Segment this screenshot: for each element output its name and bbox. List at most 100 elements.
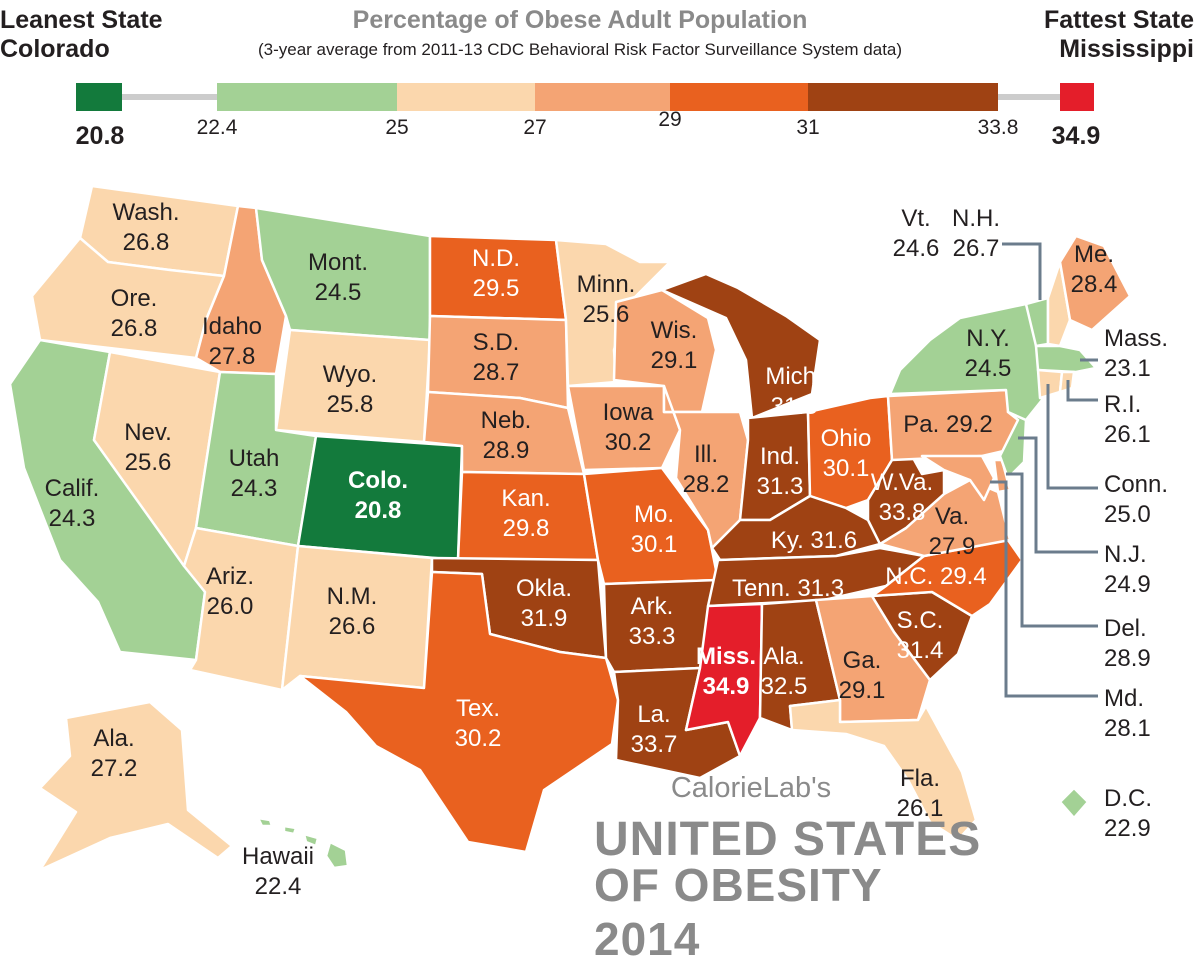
state-new-hampshire — [1046, 260, 1072, 348]
leader-line-nj — [1018, 436, 1098, 554]
scale-swatch-bin5 — [808, 83, 998, 111]
fattest-state-name: Mississippi — [1059, 35, 1194, 63]
state-label-utah: Utah 24.3 — [229, 445, 280, 502]
scale-swatch-max — [1060, 83, 1094, 111]
state-label-connecticut: Conn. 25.0 — [1104, 471, 1168, 528]
state-label-nebraska: Neb. 28.9 — [481, 407, 532, 464]
state-label-michigan: Mich. 31.3 — [765, 363, 822, 420]
scale-tick-label: 25 — [385, 116, 409, 139]
fattest-state-heading: Fattest State — [1043, 6, 1194, 34]
leader-line-md — [990, 480, 1098, 698]
state-label-alabama: Ala. 32.5 — [761, 643, 808, 700]
state-texas — [298, 570, 620, 854]
scale-tick-label: 33.8 — [977, 116, 1019, 139]
state-label-kansas: Kan. 29.8 — [501, 485, 550, 542]
state-label-illinois: Ill. 28.2 — [683, 441, 730, 498]
state-label-wyoming: Wyo. 25.8 — [323, 361, 377, 418]
state-label-montana: Mont. 24.5 — [308, 249, 368, 306]
state-label-hawaii: Hawaii 22.4 — [242, 843, 314, 900]
state-new-york — [888, 302, 1044, 422]
state-north-carolina — [870, 538, 1024, 618]
state-label-virginia: Va. 27.9 — [929, 503, 976, 560]
state-label-north-carolina: N.C. 29.4 — [885, 563, 986, 590]
scale-swatch-bin2 — [397, 83, 535, 111]
state-label-new-jersey: N.J. 24.9 — [1104, 541, 1151, 598]
state-label-texas: Tex. 30.2 — [455, 695, 502, 752]
state-label-missouri: Mo. 30.1 — [631, 501, 678, 558]
state-label-new-york: N.Y. 24.5 — [965, 325, 1012, 382]
state-label-tennessee: Tenn. 31.3 — [732, 575, 844, 602]
leanest-state-name: Colorado — [0, 35, 110, 63]
state-michigan — [660, 272, 822, 420]
state-label-west-virginia: W.Va. 33.8 — [871, 469, 933, 526]
leanest-state-label: Leanest State Colorado — [0, 6, 163, 64]
leader-line-conn — [1046, 384, 1098, 490]
scale-tick-label: 31 — [796, 116, 820, 139]
state-label-north-dakota: N.D. 29.5 — [472, 245, 520, 302]
scale-tick-label: 29 — [658, 108, 682, 131]
state-label-iowa: Iowa 30.2 — [603, 399, 654, 456]
state-label-delaware: Del. 28.9 — [1104, 615, 1151, 672]
state-label-kentucky: Ky. 31.6 — [771, 527, 857, 554]
state-label-maryland: Md. 28.1 — [1104, 685, 1151, 742]
state-label-maine: Me. 28.4 — [1071, 241, 1118, 298]
state-label-rhode-island: R.I. 26.1 — [1104, 391, 1151, 448]
state-florida — [788, 698, 978, 842]
leader-line-del — [1006, 472, 1098, 628]
state-label-wisconsin: Wis. 29.1 — [651, 317, 698, 374]
scale-min-label: 20.8 — [75, 122, 125, 150]
scale-connector-left — [122, 94, 217, 100]
state-label-vermont: Vt. 24.6 — [893, 205, 940, 262]
state-illinois — [662, 384, 750, 550]
leanest-state-heading: Leanest State — [0, 6, 163, 34]
state-label-indiana: Ind. 31.3 — [757, 443, 804, 500]
state-label-louisiana: La. 33.7 — [631, 701, 678, 758]
state-label-new-mexico: N.M. 26.6 — [327, 583, 378, 640]
brand-title-line1: UNITED STATES — [594, 813, 982, 866]
state-label-colorado: Colo. 20.8 — [348, 467, 408, 524]
state-hawaii — [256, 816, 350, 870]
map-subtitle: (3-year average from 2011-13 CDC Behavio… — [257, 40, 903, 59]
scale-swatch-bin1 — [217, 83, 397, 111]
state-connecticut — [1036, 368, 1064, 400]
state-label-south-dakota: S.D. 28.7 — [473, 329, 520, 386]
us-obesity-map: Wash. 26.8 Ore. 26.8 Calif. 24.3 Nev. 25.6 I… — [8, 184, 1168, 900]
map-title: Percentage of Obese Adult Population — [352, 6, 808, 34]
state-label-ohio: Ohio 30.1 — [821, 425, 872, 482]
state-label-massachusetts: Mass. 23.1 — [1104, 325, 1168, 382]
state-label-california: Calif. 24.3 — [45, 475, 100, 532]
state-label-oregon: Ore. 26.8 — [111, 285, 158, 342]
scale-swatch-bin3 — [535, 83, 670, 111]
scale-swatch-min — [76, 83, 122, 111]
scale-connector-right — [998, 94, 1060, 100]
scale-max-label: 34.9 — [1051, 122, 1101, 150]
state-label-washington: Wash. 26.8 — [112, 199, 179, 256]
state-label-dc: D.C. 22.9 — [1104, 785, 1152, 842]
leader-line-nh — [1002, 242, 1042, 300]
state-maryland — [920, 454, 996, 502]
fattest-state-label: Fattest State Mississippi — [1044, 6, 1194, 64]
state-label-arkansas: Ark. 33.3 — [629, 593, 676, 650]
scale-tick-label: 27 — [523, 116, 547, 139]
district-of-columbia — [1058, 786, 1090, 820]
brand-name: CalorieLab's — [670, 772, 832, 804]
state-label-south-carolina: S.C. 31.4 — [897, 607, 944, 664]
state-label-georgia: Ga. 29.1 — [839, 647, 886, 704]
scale-tick-label: 22.4 — [196, 116, 238, 139]
brand-title-line2: OF OBESITY 2014 — [594, 859, 882, 965]
state-label-oklahoma: Okla. 31.9 — [516, 575, 572, 632]
state-alaska — [38, 700, 234, 872]
state-iowa — [566, 384, 682, 472]
state-label-florida: Fla. 26.1 — [897, 765, 944, 822]
state-label-minnesota: Minn. 25.6 — [577, 271, 636, 328]
state-label-pennsylvania: Pa. 29.2 — [903, 411, 992, 438]
state-label-idaho: Idaho 27.8 — [202, 313, 262, 370]
state-label-mississippi: Miss. 34.9 — [696, 643, 756, 700]
state-maine — [1058, 234, 1132, 332]
leader-line-ri — [1066, 380, 1098, 402]
state-label-new-hampshire: N.H. 26.7 — [952, 205, 1000, 262]
state-label-arizona: Ariz. 26.0 — [206, 563, 254, 620]
state-label-alaska: Ala. 27.2 — [91, 725, 138, 782]
scale-swatch-bin4 — [670, 83, 808, 111]
state-label-nevada: Nev. 25.6 — [124, 419, 172, 476]
